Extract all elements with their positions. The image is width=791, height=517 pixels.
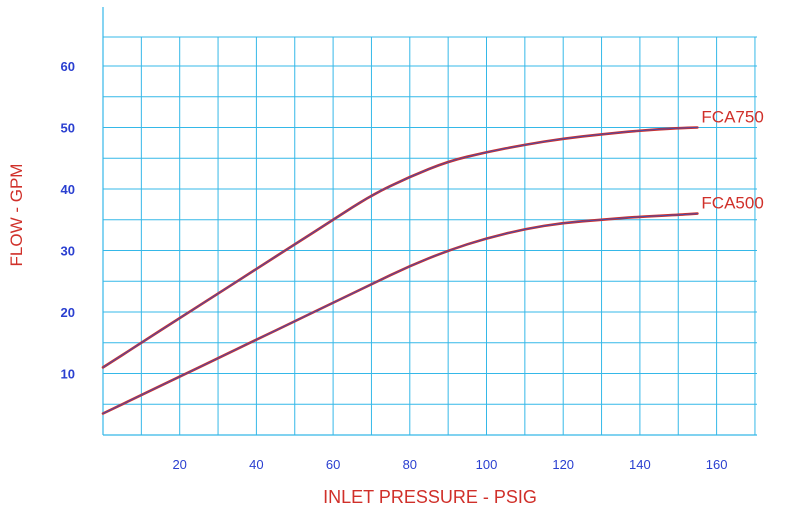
y-tick-label: 30: [61, 244, 75, 259]
series-line-fca750: [101, 126, 699, 369]
series-line-core-fca750: [102, 127, 698, 368]
x-tick-label: 140: [629, 457, 651, 472]
y-tick-label: 40: [61, 182, 75, 197]
tick-labels: 20 40 60 80 100 120 140 160 10 20 30 40 50 60: [61, 59, 728, 472]
series-line-core-fca500: [102, 213, 698, 414]
x-axis-title: INLET PRESSURE - PSIG: [323, 487, 537, 507]
series-line-fca500: [101, 212, 699, 415]
x-tick-label: 60: [326, 457, 340, 472]
x-tick-label: 40: [249, 457, 263, 472]
y-tick-label: 60: [61, 59, 75, 74]
x-tick-label: 160: [706, 457, 728, 472]
y-tick-label: 20: [61, 305, 75, 320]
x-tick-label: 120: [552, 457, 574, 472]
x-tick-label: 100: [476, 457, 498, 472]
series-label-fca750: FCA750: [701, 108, 763, 127]
x-tick-label: 20: [172, 457, 186, 472]
grid: [103, 36, 757, 435]
axes: [102, 7, 757, 436]
y-tick-label: 50: [61, 121, 75, 136]
series-lines: FCA750 FCA500: [101, 108, 764, 415]
y-tick-label: 10: [61, 367, 75, 382]
y-axis-title: FLOW - GPM: [7, 164, 26, 267]
series-label-fca500: FCA500: [701, 194, 763, 213]
x-tick-label: 80: [403, 457, 417, 472]
